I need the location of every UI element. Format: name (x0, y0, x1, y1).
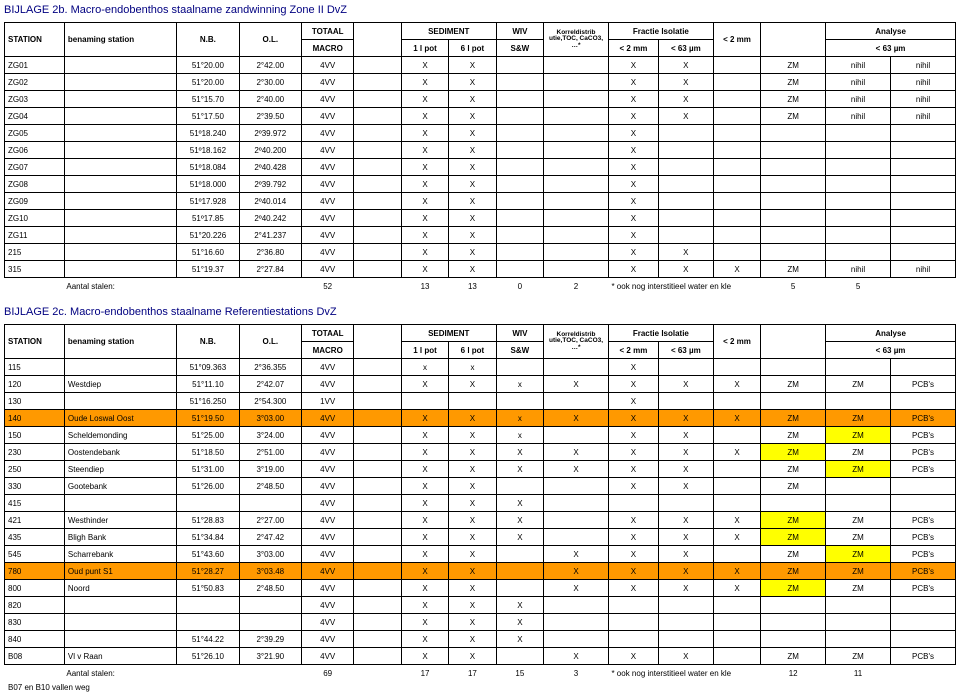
table-row: 780Oud punt S151°28.273°03.484VVXXXXXXZM… (5, 563, 956, 580)
table-row: 421Westhinder51°28.832°27.004VVXXXXXXZMZ… (5, 512, 956, 529)
table-row: 250Steendiep51°31.003°19.004VVXXXXXXZMZM… (5, 461, 956, 478)
table-row: 120Westdiep51°11.102°42.074VVXXxXXXXZMZM… (5, 376, 956, 393)
table-row: 800Noord51°50.832°48.504VVXXXXXXZMZMPCB'… (5, 580, 956, 597)
table-2c: STATIONbenaming stationN.B.O.L.TOTAALSED… (4, 324, 956, 681)
table-row: ZG0351°15.702°40.004VVXXXXZMnihilnihil (5, 91, 956, 108)
table-row: ZG0951º17.9282º40.0144VVXXX (5, 193, 956, 210)
table-row: 8204VVXXX (5, 597, 956, 614)
table-row: 230Oostendebank51°18.502°51.004VVXXXXXXX… (5, 444, 956, 461)
table-row: ZG0151°20.002°42.004VVXXXXZMnihilnihil (5, 57, 956, 74)
table-row: 545Scharrebank51°43.603°03.004VVXXXXXZMZ… (5, 546, 956, 563)
table-row: B08Vl v Raan51°26.103°21.904VVXXXXXZMZMP… (5, 648, 956, 665)
table-row: 11551°09.3632°36.3554VVxxX (5, 359, 956, 376)
table-row: ZG1051º17.852º40.2424VVXXX (5, 210, 956, 227)
table-2b: STATIONbenaming stationN.B.O.L.TOTAALSED… (4, 22, 956, 294)
title-2b: BIJLAGE 2b. Macro-endobenthos staalname … (4, 4, 956, 16)
table-row: 330Gootebank51°26.002°48.504VVXXXXZM (5, 478, 956, 495)
footer-row: Aantal stalen:52131302* ook nog intersti… (5, 278, 956, 295)
table-row: ZG0751º18.0842º40.4284VVXXX (5, 159, 956, 176)
footnote: B07 en B10 vallen weg (8, 683, 956, 692)
footer-row: Aantal stalen:691717153* ook nog interst… (5, 665, 956, 682)
table-row: 4154VVXXX (5, 495, 956, 512)
table-row: ZG1151°20.2262°41.2374VVXXX (5, 227, 956, 244)
table-row: 84051°44.222°39.294VVXXX (5, 631, 956, 648)
table-row: ZG0551º18.2402º39.9724VVXXX (5, 125, 956, 142)
table-row: ZG0251°20.002°30.004VVXXXXZMnihilnihil (5, 74, 956, 91)
table-row: ZG0651º18.1622º40.2004VVXXX (5, 142, 956, 159)
table-row: 21551°16.602°36.804VVXXXX (5, 244, 956, 261)
table-row: 31551°19.372°27.844VVXXXXXZMnihilnihil (5, 261, 956, 278)
table-row: 435Bligh Bank51°34.842°47.424VVXXXXXXZMZ… (5, 529, 956, 546)
title-2c: BIJLAGE 2c. Macro-endobenthos staalname … (4, 306, 956, 318)
table-row: ZG0451°17.502°39.504VVXXXXZMnihilnihil (5, 108, 956, 125)
table-row: 150Scheldemonding51°25.003°24.004VVXXxXX… (5, 427, 956, 444)
table-row: ZG0851º18.0002º39.7924VVXXX (5, 176, 956, 193)
table-row: 140Oude Loswal Oost51°19.503°03.004VVXXx… (5, 410, 956, 427)
table-row: 13051°16.2502°54.3001VVX (5, 393, 956, 410)
table-row: 8304VVXXX (5, 614, 956, 631)
